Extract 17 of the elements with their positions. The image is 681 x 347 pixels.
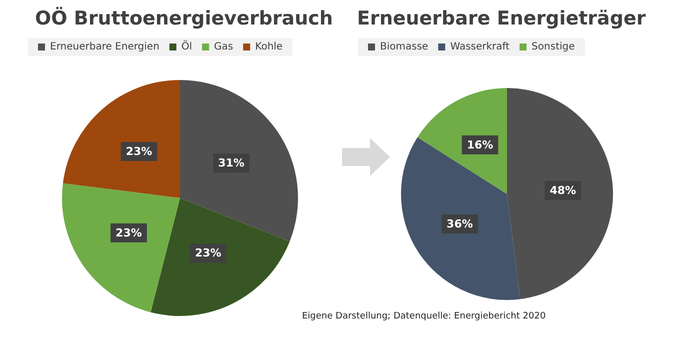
chart-title: Erneuerbare Energieträger: [357, 8, 646, 30]
legend-label: Gas: [214, 42, 234, 52]
data-label: 23%: [116, 226, 142, 240]
legend-label: Wasserkraft: [450, 42, 510, 52]
legend-label: Kohle: [255, 42, 283, 52]
text: Eigene Darstellung; Datenquelle: Energiebericht 2020: [302, 312, 546, 322]
data-label: 31%: [218, 156, 244, 170]
legend-label: Biomasse: [380, 42, 428, 52]
legend-label: Erneuerbare Energien: [50, 42, 160, 52]
data-label: 23%: [126, 144, 152, 158]
data-label: 23%: [194, 246, 222, 260]
data-label: 16%: [466, 138, 494, 152]
legend-label: Sonstige: [532, 42, 575, 52]
legend-label: Öl: [181, 40, 192, 52]
chart-title: OÖ Bruttoenergieverbrauch: [35, 6, 333, 30]
data-label: 48%: [550, 184, 576, 197]
data-label: 36%: [446, 218, 473, 231]
